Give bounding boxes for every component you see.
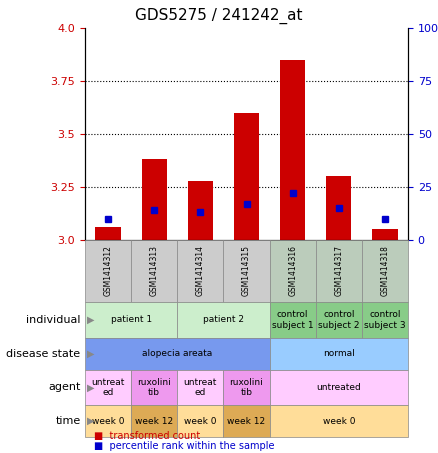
Bar <box>372 229 398 240</box>
Text: alopecia areata: alopecia areata <box>142 350 212 358</box>
Text: week 0: week 0 <box>322 416 355 425</box>
Bar <box>223 240 269 302</box>
Bar <box>177 240 223 302</box>
Text: GSM1414313: GSM1414313 <box>150 246 159 297</box>
Bar <box>177 370 223 405</box>
Text: ▶: ▶ <box>87 349 95 359</box>
Bar <box>223 405 269 437</box>
Text: week 12: week 12 <box>227 416 265 425</box>
Text: GSM1414318: GSM1414318 <box>381 246 389 296</box>
Text: time: time <box>55 416 81 426</box>
Text: untreat
ed: untreat ed <box>92 378 125 397</box>
Bar <box>85 240 131 302</box>
Text: week 0: week 0 <box>184 416 217 425</box>
Text: GSM1414312: GSM1414312 <box>103 246 113 296</box>
Text: untreated: untreated <box>316 383 361 392</box>
Bar <box>187 181 213 240</box>
Text: agent: agent <box>48 382 81 392</box>
Bar <box>316 302 362 338</box>
Text: ▶: ▶ <box>87 416 95 426</box>
Bar <box>85 405 131 437</box>
Bar <box>131 405 177 437</box>
Bar <box>316 240 362 302</box>
Bar <box>269 405 408 437</box>
Bar <box>85 302 177 338</box>
Text: week 12: week 12 <box>135 416 173 425</box>
Text: GSM1414316: GSM1414316 <box>288 246 297 297</box>
Bar <box>177 405 223 437</box>
Bar <box>131 370 177 405</box>
Text: week 0: week 0 <box>92 416 124 425</box>
Text: disease state: disease state <box>7 349 81 359</box>
Text: GDS5275 / 241242_at: GDS5275 / 241242_at <box>135 8 303 24</box>
Bar <box>362 302 408 338</box>
Bar <box>362 240 408 302</box>
Bar <box>280 60 305 240</box>
Text: GSM1414317: GSM1414317 <box>334 246 343 297</box>
Bar <box>326 176 351 240</box>
Bar <box>223 370 269 405</box>
Text: control
subject 1: control subject 1 <box>272 310 314 330</box>
Text: ruxolini
tib: ruxolini tib <box>230 378 263 397</box>
Text: GSM1414314: GSM1414314 <box>196 246 205 297</box>
Text: GSM1414315: GSM1414315 <box>242 246 251 297</box>
Bar <box>269 240 316 302</box>
Text: patient 2: patient 2 <box>203 315 244 324</box>
Text: control
subject 2: control subject 2 <box>318 310 360 330</box>
Bar <box>269 302 316 338</box>
Bar <box>269 338 408 370</box>
Text: ruxolini
tib: ruxolini tib <box>138 378 171 397</box>
Text: individual: individual <box>26 315 81 325</box>
Text: ▶: ▶ <box>87 315 95 325</box>
Text: ■  percentile rank within the sample: ■ percentile rank within the sample <box>94 441 274 451</box>
Text: ▶: ▶ <box>87 382 95 392</box>
Bar <box>85 370 131 405</box>
Bar <box>131 240 177 302</box>
Text: control
subject 3: control subject 3 <box>364 310 406 330</box>
Text: normal: normal <box>323 350 355 358</box>
Bar <box>177 302 269 338</box>
Bar <box>141 159 167 240</box>
Bar <box>234 113 259 240</box>
Text: untreat
ed: untreat ed <box>184 378 217 397</box>
Bar <box>85 338 269 370</box>
Bar <box>269 370 408 405</box>
Text: ■  transformed count: ■ transformed count <box>94 431 200 441</box>
Bar <box>95 227 121 240</box>
Text: patient 1: patient 1 <box>110 315 152 324</box>
